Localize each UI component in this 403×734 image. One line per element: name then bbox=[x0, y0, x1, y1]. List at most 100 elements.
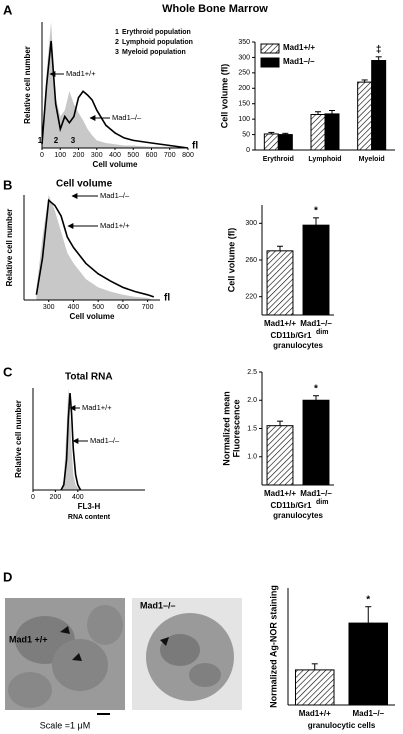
bar bbox=[310, 114, 326, 151]
legend-swatch bbox=[260, 57, 280, 68]
x-tick-label: 200 bbox=[73, 152, 85, 159]
bar bbox=[277, 134, 293, 151]
y-tick-label: 200 bbox=[238, 85, 250, 92]
region-number: 2 bbox=[115, 39, 119, 46]
x-tick-label: 0 bbox=[31, 494, 35, 501]
y-axis-label: Cell volume (fl) bbox=[226, 228, 236, 293]
x-tick-label: 800 bbox=[182, 152, 194, 159]
y-axis-label: Relative cell number bbox=[23, 46, 32, 124]
region-number: 1 bbox=[38, 136, 43, 145]
x-tick-label: 500 bbox=[92, 304, 104, 311]
x-axis-label: CD11b/Gr1 bbox=[271, 331, 312, 340]
y-tick-label: 2.0 bbox=[247, 397, 257, 404]
panel-letter: A bbox=[3, 2, 13, 17]
y-tick-label: 300 bbox=[238, 54, 250, 61]
x-axis-label: CD11b/Gr1 bbox=[271, 501, 312, 510]
y-tick-label: 50 bbox=[242, 131, 250, 138]
y-axis-label: Relative cell number bbox=[5, 209, 14, 287]
x-tick-label: Lymphoid bbox=[308, 156, 341, 163]
y-tick-label: 260 bbox=[245, 257, 257, 264]
legend-label: Mad1+/+ bbox=[283, 43, 315, 52]
bar bbox=[294, 669, 335, 706]
x-axis-label: granulocytes bbox=[273, 341, 323, 350]
y-tick-label: 1.0 bbox=[247, 454, 257, 461]
x-tick-label: Mad1–/– bbox=[352, 709, 384, 718]
x-tick-label: 400 bbox=[109, 152, 121, 159]
legend-swatch bbox=[260, 43, 280, 54]
x-tick-label: 400 bbox=[72, 494, 84, 501]
y-tick-label: 250 bbox=[238, 70, 250, 77]
histogram-line bbox=[60, 393, 82, 491]
y-axis-label: Cell volume (fl) bbox=[219, 64, 229, 129]
image-label: Mad1–/– bbox=[140, 600, 176, 610]
micrograph-wt bbox=[5, 598, 125, 710]
panel-letter: C bbox=[3, 364, 13, 379]
histogram-line bbox=[35, 198, 155, 298]
scale-label: Scale =1 μM bbox=[40, 720, 90, 730]
x-tick-label: 100 bbox=[54, 152, 66, 159]
chart-title: Cell volume bbox=[56, 179, 113, 190]
x-axis-label: FL3-H bbox=[78, 502, 101, 511]
x-tick-label: 300 bbox=[91, 152, 103, 159]
legend-label: Mad1–/– bbox=[283, 57, 315, 66]
x-tick-label: 400 bbox=[68, 304, 80, 311]
x-unit: fl bbox=[164, 293, 170, 304]
x-tick-label: Erythroid bbox=[263, 156, 294, 163]
bar bbox=[263, 133, 279, 151]
y-axis-label: Normalized mean bbox=[221, 391, 231, 466]
x-tick-label: Mad1–/– bbox=[300, 319, 332, 328]
bar bbox=[266, 425, 294, 486]
x-tick-label: 200 bbox=[50, 494, 62, 501]
x-axis-label-sup: dim bbox=[316, 329, 328, 336]
panel-letter: B bbox=[3, 177, 12, 192]
chart-title: Total RNA bbox=[65, 372, 113, 383]
y-tick-label: 300 bbox=[245, 220, 257, 227]
series-label: Mad1–/– bbox=[112, 113, 142, 122]
x-axis-label: Cell volume bbox=[70, 312, 115, 321]
figure-title: Whole Bone Marrow bbox=[162, 3, 268, 15]
y-tick-label: 220 bbox=[245, 294, 257, 301]
micrograph-ko bbox=[132, 598, 242, 710]
y-tick-label: 150 bbox=[238, 101, 250, 108]
series-label: Mad1+/+ bbox=[100, 221, 130, 230]
bar bbox=[324, 113, 340, 151]
y-axis-label: Relative cell number bbox=[14, 400, 23, 478]
region-name: Myeloid population bbox=[122, 49, 186, 56]
y-tick-label: 350 bbox=[238, 39, 250, 46]
x-tick-label: Mad1+/+ bbox=[264, 319, 296, 328]
bar bbox=[371, 60, 387, 151]
region-number: 1 bbox=[115, 29, 119, 36]
histogram-line bbox=[41, 40, 189, 149]
y-tick-label: 0 bbox=[246, 147, 250, 154]
panel-letter: D bbox=[3, 569, 12, 584]
x-axis-label: granulocytes bbox=[273, 511, 323, 520]
x-axis-label: Cell volume bbox=[93, 160, 138, 169]
x-tick-label: Mad1+/+ bbox=[299, 709, 331, 718]
region-number: 2 bbox=[54, 136, 59, 145]
x-tick-label: 600 bbox=[146, 152, 158, 159]
x-tick-label: Mad1–/– bbox=[300, 489, 332, 498]
x-tick-label: Myeloid bbox=[359, 156, 385, 163]
series-label: Mad1+/+ bbox=[66, 69, 96, 78]
x-tick-label: 700 bbox=[164, 152, 176, 159]
series-label: Mad1+/+ bbox=[82, 403, 112, 412]
y-axis-label: Fluorescence bbox=[231, 399, 241, 457]
region-name: Erythroid population bbox=[122, 29, 191, 36]
x-tick-label: 0 bbox=[40, 152, 44, 159]
bar bbox=[348, 622, 389, 706]
annotation: ‡ bbox=[376, 44, 382, 55]
series-label: Mad1–/– bbox=[100, 191, 130, 200]
y-tick-label: 2.5 bbox=[247, 369, 257, 376]
x-axis-label: RNA content bbox=[68, 514, 111, 521]
bar bbox=[302, 224, 330, 316]
y-tick-label: 1.5 bbox=[247, 425, 257, 432]
x-tick-label: 300 bbox=[43, 304, 55, 311]
y-tick-label: 100 bbox=[238, 116, 250, 123]
histogram-area bbox=[42, 22, 188, 148]
image-label: Mad1 +/+ bbox=[9, 634, 48, 644]
annotation: * bbox=[314, 383, 318, 394]
bar bbox=[302, 399, 330, 486]
x-tick-label: 500 bbox=[127, 152, 139, 159]
x-tick-label: Mad1+/+ bbox=[264, 489, 296, 498]
